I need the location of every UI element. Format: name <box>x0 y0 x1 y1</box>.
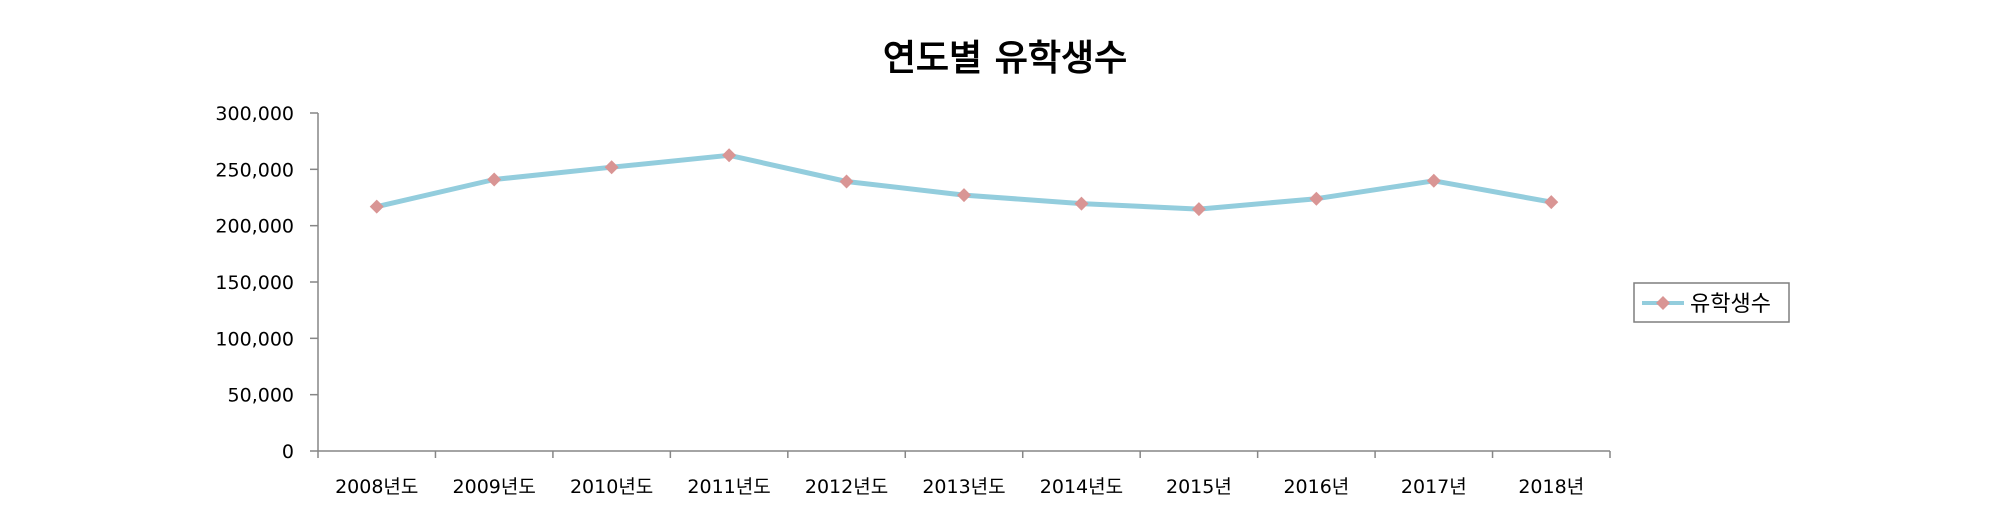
x-tick-label: 2015년 <box>1166 476 1232 498</box>
x-tick-label: 2018년 <box>1518 476 1584 498</box>
axes <box>317 113 1610 452</box>
y-tick-label: 0 <box>282 441 294 463</box>
y-tick-label: 150,000 <box>215 272 294 294</box>
y-tick-label: 250,000 <box>215 159 294 181</box>
x-tick-label: 2016년 <box>1283 476 1349 498</box>
data-point-marker <box>487 172 502 187</box>
data-point-marker <box>1544 195 1559 210</box>
x-axis-ticks: 2008년도 2009년도 2010년도 2011년도 2012년도 2013년도 2014… <box>317 451 1611 498</box>
y-axis-ticks: 0 50,000 100,000 150,000 200,000 250,000 300,0… <box>215 103 318 463</box>
x-tick-label: 2013년도 <box>922 476 1005 498</box>
x-tick-label: 2012년도 <box>805 476 888 498</box>
x-tick-label: 2010년도 <box>570 476 653 498</box>
data-point-marker <box>1426 173 1441 188</box>
y-tick-label: 300,000 <box>215 103 294 125</box>
y-tick-label: 50,000 <box>228 385 294 407</box>
data-point-marker <box>1191 202 1206 217</box>
data-point-marker <box>839 174 854 189</box>
data-point-marker <box>369 199 384 214</box>
data-point-marker <box>1074 196 1089 211</box>
legend: 유학생수 <box>1633 282 1790 323</box>
x-tick-label: 2011년도 <box>687 476 770 498</box>
x-tick-label: 2017년 <box>1401 476 1467 498</box>
data-point-marker <box>957 188 971 203</box>
legend-marker-swatch <box>1656 296 1670 310</box>
x-tick-label: 2014년도 <box>1040 476 1123 498</box>
legend-label: 유학생수 <box>1690 292 1771 317</box>
data-point-marker <box>1309 191 1324 206</box>
series-layer <box>369 148 1559 217</box>
chart-title: 연도별 유학생수 <box>883 38 1127 79</box>
data-point-marker <box>722 148 737 163</box>
y-tick-label: 100,000 <box>215 328 294 350</box>
x-tick-label: 2009년도 <box>453 476 536 498</box>
y-tick-label: 200,000 <box>215 216 294 238</box>
x-tick-label: 2008년도 <box>335 476 418 498</box>
data-point-marker <box>604 160 619 175</box>
